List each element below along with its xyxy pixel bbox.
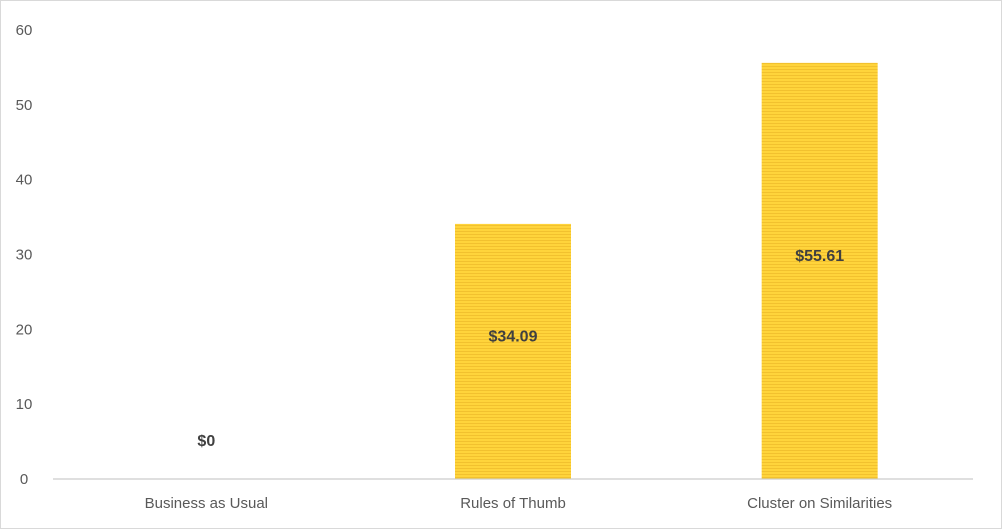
x-tick-label: Cluster on Similarities bbox=[747, 495, 892, 512]
x-tick-label: Rules of Thumb bbox=[460, 495, 566, 512]
x-axis-tick-labels: Business as Usual Rules of Thumb Cluster o… bbox=[145, 495, 893, 512]
y-tick-label: 40 bbox=[16, 172, 33, 189]
y-tick-label: 0 bbox=[20, 471, 28, 488]
y-tick-label: 20 bbox=[16, 321, 33, 338]
data-labels: $0 $34.09 $55.61 bbox=[197, 248, 844, 450]
bar bbox=[455, 223, 571, 479]
data-label: $0 bbox=[197, 433, 215, 450]
data-label: $55.61 bbox=[795, 248, 844, 265]
y-tick-label: 30 bbox=[16, 247, 33, 264]
y-tick-label: 50 bbox=[16, 97, 33, 114]
y-axis-tick-labels: 0 10 20 30 40 50 60 bbox=[16, 22, 33, 488]
data-label: $34.09 bbox=[489, 328, 538, 345]
y-tick-label: 60 bbox=[16, 22, 33, 39]
y-tick-label: 10 bbox=[16, 396, 33, 413]
x-tick-label: Business as Usual bbox=[145, 495, 268, 512]
bar bbox=[761, 62, 878, 479]
bars bbox=[455, 62, 878, 479]
